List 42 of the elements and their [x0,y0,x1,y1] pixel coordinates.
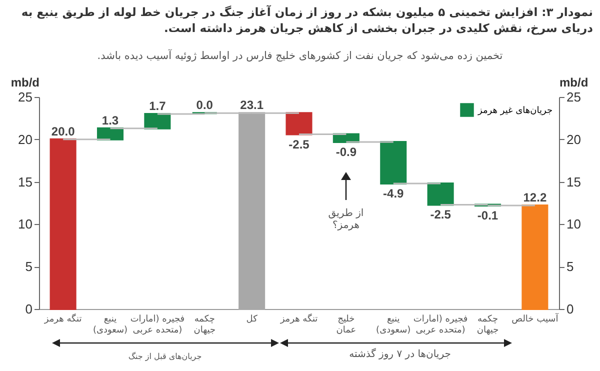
y2-tick-label: 10 [566,216,581,232]
data-label: 1.7 [149,98,166,113]
data-label: 20.0 [51,124,76,138]
x-tick-label: کل [246,314,258,324]
data-label: -0.9 [336,144,357,159]
annotation: از طریق هرمز؟ [327,208,365,232]
data-label: 0.0 [196,98,214,112]
y2-tick-label: 5 [566,259,574,274]
y-tick-label: 25 [18,90,32,104]
data-label: 12.2 [523,190,547,205]
x-tick-label: ینبع (سعودی) [376,314,411,336]
y2-tick-label: 25 [566,90,581,104]
data-label: 1.3 [102,113,119,128]
data-label: -0.1 [477,208,498,223]
text: جریان‌های قبل از جنگ [127,352,203,361]
y-tick-label: 20 [18,132,32,147]
chart-title: نمودار ۳: افزایش تخمینی ۵ میلیون بشکه در روز از زمان آغاز جنگ در جریان خط لوله از طریق ینبع به دریای سرخ، نقش کلیدی در جبران بخشی از کاهش جریان هرمز داشته است. [20,4,593,36]
x-tick-label: چکمه جیهان [476,314,499,336]
y-axis-title: mb/d [10,76,40,90]
y2-axis-title: mb/d [560,76,588,90]
data-label: -2.5 [430,208,452,222]
x-tick-label: آسیب خالص [512,312,559,324]
x-tick-label: فجیره (امارات متحده عربی) [130,314,185,336]
y-tick-label: 10 [18,216,32,232]
data-label: -4.9 [383,186,404,200]
y-tick-label: 15 [18,174,32,190]
x-tick-label: چکمه جیهان [194,314,216,336]
y2-tick-label: 0 [566,302,574,316]
y-tick-label: 5 [25,259,32,274]
y2-tick-label: 20 [566,132,581,147]
legend-label: جریان‌های غیر هرمز [477,106,553,116]
x-tick-label: ینبع (سعودی) [92,314,128,336]
y2-tick-label: 15 [566,174,581,190]
data-label: 23.1 [240,98,264,112]
x-tick-label: خلیج عمان [336,314,356,336]
x-tick-label: تنگه هرمز [279,312,318,324]
y-tick-label: 0 [25,302,32,316]
x-tick-label: تنگه هرمز [43,312,82,324]
data-label: -2.5 [288,137,310,152]
text: جریان‌ها در ۷ روز گذشته [348,349,452,360]
x-tick-label: فجیره (امارات متحده عربی) [413,314,468,336]
chart-subtitle: تخمین زده می‌شود که جریان نفت از کشورهای خلیج فارس در اواسط ژوئیه آسیب دیده باشد. [96,50,504,62]
